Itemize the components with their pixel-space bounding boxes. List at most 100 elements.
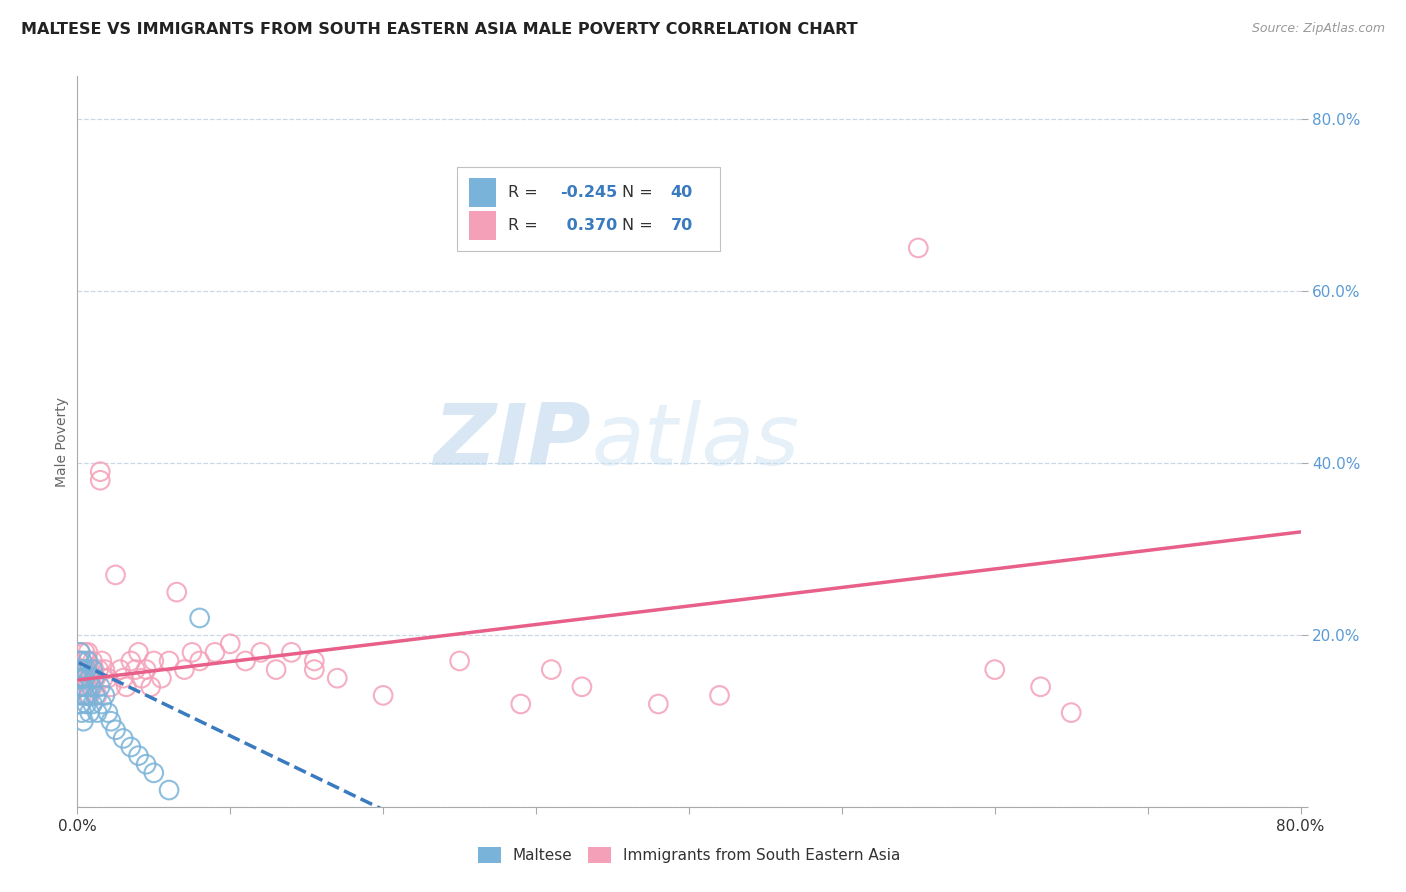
Point: [157, 654, 180, 668]
Point: [72, 680, 94, 694]
Point: [89, 680, 111, 694]
Point: [82, 697, 104, 711]
Point: [188, 611, 211, 625]
Text: -0.245: -0.245: [561, 185, 617, 200]
FancyBboxPatch shape: [457, 168, 720, 252]
Text: R =: R =: [508, 218, 537, 233]
Point: [72, 680, 94, 694]
Point: [79, 689, 101, 703]
Point: [304, 654, 326, 668]
Point: [94, 689, 117, 703]
Point: [280, 645, 302, 659]
Point: [79, 663, 101, 677]
Point: [135, 663, 157, 677]
Point: [120, 739, 142, 754]
Text: 70: 70: [671, 218, 693, 233]
Point: [80, 680, 103, 694]
Point: [173, 663, 195, 677]
Text: R =: R =: [508, 185, 537, 200]
Point: [72, 714, 94, 729]
Point: [264, 663, 287, 677]
Point: [67, 689, 90, 703]
Point: [509, 697, 531, 711]
Point: [77, 645, 100, 659]
Point: [104, 723, 127, 737]
Point: [571, 680, 593, 694]
Point: [89, 473, 111, 487]
Point: [142, 765, 165, 780]
Point: [70, 671, 93, 685]
Point: [70, 689, 93, 703]
Point: [82, 654, 104, 668]
Point: [73, 663, 96, 677]
Point: [67, 654, 90, 668]
Point: [73, 671, 96, 685]
Point: [127, 748, 149, 763]
Point: [79, 706, 101, 720]
Point: [87, 663, 110, 677]
Point: [120, 654, 142, 668]
Point: [1029, 680, 1052, 694]
Legend: Maltese, Immigrants from South Eastern Asia: Maltese, Immigrants from South Eastern A…: [471, 841, 907, 869]
Point: [371, 689, 394, 703]
Point: [77, 680, 100, 694]
Point: [115, 680, 138, 694]
Point: [304, 663, 326, 677]
Point: [100, 680, 122, 694]
Point: [69, 645, 91, 659]
Bar: [468, 211, 496, 240]
Point: [709, 689, 731, 703]
Point: [124, 663, 146, 677]
Point: [69, 645, 91, 659]
Point: [157, 783, 180, 797]
Point: [82, 663, 104, 677]
Point: [83, 663, 105, 677]
Point: [86, 689, 108, 703]
Point: [89, 465, 111, 479]
Point: [907, 241, 929, 255]
Point: [82, 680, 104, 694]
Point: [69, 680, 91, 694]
Point: [150, 671, 173, 685]
Text: N =: N =: [621, 185, 652, 200]
Point: [112, 731, 135, 746]
Point: [104, 568, 127, 582]
Point: [76, 697, 98, 711]
Text: N =: N =: [621, 218, 652, 233]
Point: [250, 645, 273, 659]
Point: [204, 645, 226, 659]
Point: [127, 645, 149, 659]
Point: [984, 663, 1007, 677]
Text: atlas: atlas: [591, 400, 799, 483]
Point: [73, 689, 96, 703]
Point: [84, 689, 107, 703]
Point: [84, 671, 107, 685]
Point: [69, 680, 91, 694]
Point: [108, 663, 131, 677]
Point: [67, 671, 90, 685]
Point: [94, 663, 117, 677]
Point: [69, 663, 91, 677]
Point: [80, 671, 103, 685]
Point: [131, 671, 153, 685]
Point: [188, 654, 211, 668]
Bar: [468, 178, 496, 208]
Y-axis label: Male Poverty: Male Poverty: [55, 397, 69, 486]
Point: [647, 697, 669, 711]
Point: [112, 671, 135, 685]
Point: [69, 663, 91, 677]
Point: [139, 680, 162, 694]
Point: [540, 663, 562, 677]
Point: [67, 671, 90, 685]
Point: [181, 645, 204, 659]
Text: 0.370: 0.370: [561, 218, 617, 233]
Point: [73, 645, 96, 659]
Point: [72, 663, 94, 677]
Point: [79, 671, 101, 685]
Point: [70, 654, 93, 668]
Point: [86, 706, 108, 720]
Point: [235, 654, 257, 668]
Point: [76, 671, 98, 685]
Point: [77, 689, 100, 703]
Text: MALTESE VS IMMIGRANTS FROM SOUTH EASTERN ASIA MALE POVERTY CORRELATION CHART: MALTESE VS IMMIGRANTS FROM SOUTH EASTERN…: [21, 22, 858, 37]
